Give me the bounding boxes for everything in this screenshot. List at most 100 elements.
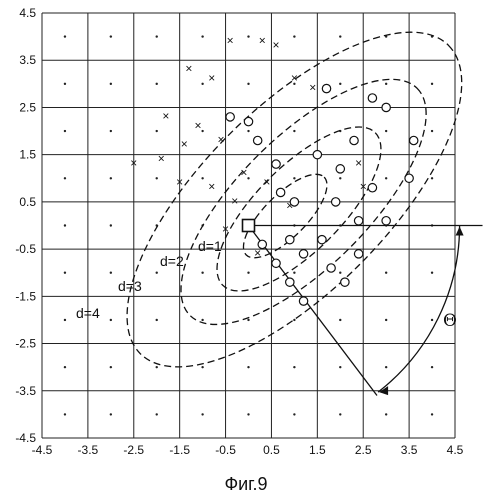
circle-marker	[367, 93, 378, 103]
cross-marker: ×	[360, 180, 367, 194]
grid-dot	[293, 129, 296, 133]
x-tick-label: 3.5	[401, 443, 418, 457]
grid-dot	[109, 35, 113, 38]
y-tick-label: -2.5	[15, 337, 36, 351]
grid-dot	[293, 413, 296, 416]
grid-dot	[201, 82, 204, 86]
grid-dot	[201, 177, 204, 180]
circle-marker	[321, 83, 332, 94]
angle-arc	[377, 225, 461, 393]
grid-dot	[339, 82, 342, 86]
grid-dot	[247, 129, 250, 133]
circle-marker	[298, 296, 309, 306]
contour-ellipse-d1	[242, 173, 328, 259]
grid-dot	[430, 82, 434, 86]
circle-marker	[275, 187, 286, 198]
circle-marker	[340, 277, 350, 287]
cross-marker: ×	[130, 156, 137, 170]
x-tick-label: -1.5	[169, 443, 190, 457]
y-tick-label: -0.5	[15, 242, 36, 256]
circle-marker	[284, 277, 295, 287]
grid-dot	[63, 318, 67, 322]
grid-dot	[155, 318, 158, 322]
y-tick-label: -1.5	[15, 289, 36, 303]
grid-dot	[384, 318, 388, 322]
x-tick-label: 2.5	[355, 443, 372, 457]
grid-dot	[63, 82, 67, 86]
cross-marker: ×	[309, 81, 316, 95]
grid-dot	[201, 413, 204, 416]
circle-marker	[404, 173, 414, 184]
circle-marker	[408, 135, 419, 146]
angle-label-theta: Θ	[443, 311, 457, 331]
grid-dot	[293, 177, 296, 180]
cross-marker: ×	[240, 166, 247, 180]
grid-dot	[247, 318, 250, 322]
grid-dot	[384, 413, 388, 416]
x-tick-label: 4.5	[447, 443, 464, 457]
cross-marker: ×	[273, 38, 280, 52]
circle-marker	[298, 249, 309, 259]
grid-dot	[339, 177, 342, 180]
grid-dot	[155, 35, 158, 38]
grid-dot	[339, 35, 342, 38]
cross-marker: ×	[263, 175, 270, 189]
circle-marker	[353, 249, 364, 259]
circle-marker	[289, 197, 300, 207]
contour-labels: d=1 d=2 d=3 d=4 Θ	[76, 238, 457, 331]
grid-dot	[430, 129, 434, 133]
angle-arrowhead-top	[455, 226, 464, 236]
grid-dot	[293, 318, 296, 322]
cross-marker: ×	[217, 133, 224, 147]
y-tick-label: 1.5	[19, 148, 36, 162]
y-tick-label: 0.5	[19, 195, 36, 209]
cross-marker: ×	[181, 137, 188, 151]
circle-marker	[335, 164, 346, 174]
grid-dot	[247, 413, 250, 416]
cross-marker: ×	[162, 109, 169, 123]
grid-dot	[247, 271, 250, 274]
cross-marker: ×	[291, 71, 298, 85]
y-tick-label: -3.5	[15, 384, 36, 398]
contour-label-d4: d=4	[76, 305, 100, 321]
grid-dot	[201, 271, 204, 274]
cross-marker: ×	[208, 71, 215, 85]
grid-dot	[384, 271, 388, 274]
contour-ellipse-d3	[180, 78, 427, 326]
grid-dot	[247, 35, 250, 38]
contour-label-d3: d=3	[118, 278, 142, 294]
grid-dot	[155, 413, 158, 416]
cross-marker: ×	[231, 194, 238, 208]
grid-dot	[109, 177, 113, 180]
grid-dot	[430, 318, 434, 322]
grid-dot	[63, 35, 67, 38]
angle-arrowhead-bottom	[379, 386, 389, 396]
grid-dot	[109, 318, 113, 322]
x-tick-label: -2.5	[123, 443, 144, 457]
grid-dot	[430, 271, 434, 274]
grid-dot	[430, 365, 434, 369]
cross-marker: ×	[208, 180, 215, 194]
cross-marker: ×	[158, 151, 165, 165]
cross-marker: ×	[195, 118, 202, 132]
cross-markers: × × ××× ××××××××× ×××××××××	[130, 33, 366, 260]
grid-dot	[384, 129, 388, 133]
grid-dot	[63, 177, 67, 180]
contour-ellipse-d2	[216, 126, 382, 292]
x-tick-label: 0.5	[263, 443, 280, 457]
grid-dot	[109, 224, 113, 227]
contour-label-d2: d=2	[160, 253, 184, 269]
cross-marker: ×	[355, 156, 362, 170]
x-tick-label: -3.5	[78, 443, 99, 457]
axis-tick-labels: -4.5 -3.5 -2.5 -1.5 -0.5 0.5 1.5 2.5 3.5 4.5 4.5 3.…	[15, 6, 463, 457]
grid-dot	[293, 271, 296, 274]
grid-dot	[155, 82, 158, 86]
cross-marker: ×	[259, 33, 266, 47]
grid-dot	[201, 365, 204, 369]
direction-line	[247, 225, 378, 396]
circle-marker	[381, 215, 391, 226]
figure-caption: Фиг.9	[224, 474, 268, 494]
grid-dot	[430, 177, 434, 180]
circle-marker	[367, 182, 378, 193]
grid-dot	[293, 82, 296, 86]
